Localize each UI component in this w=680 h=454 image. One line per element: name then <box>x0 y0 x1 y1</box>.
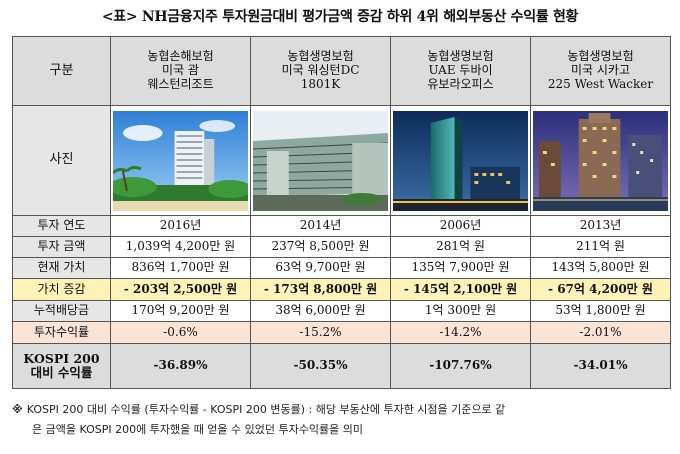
header-property: 225 West Wacker <box>547 76 654 91</box>
header-company: 농협생명보험 <box>287 49 354 64</box>
glass-tower-photo <box>393 110 528 211</box>
header-col-4: 농협생명보험 미국 시카고 225 West Wacker <box>530 36 671 106</box>
row-label: 투자수익률 <box>12 321 111 344</box>
table-cell: -36.89% <box>110 343 251 389</box>
table-cell: 836억 1,700만 원 <box>110 257 251 279</box>
row-label: KOSPI 200 대비 수익률 <box>12 343 111 389</box>
row-label: 가치 증감 <box>12 278 111 301</box>
table-cell: 2014년 <box>250 215 391 237</box>
office-building-photo <box>253 110 388 211</box>
table-row: 현재 가치 836억 1,700만 원 63억 9,700만 원 135억 7,… <box>12 257 671 279</box>
header-col-2: 농협생명보험 미국 워싱턴DC 1801K <box>250 36 391 106</box>
table-cell: - 173억 8,800만 원 <box>250 278 391 301</box>
table-row: 투자 금액 1,039억 4,200만 원 237억 8,500만 원 281억… <box>12 236 671 258</box>
header-location: 미국 시카고 <box>570 63 630 78</box>
table-cell: -2.01% <box>530 321 671 344</box>
table-row-return: 투자수익률 -0.6% -15.2% -14.2% -2.01% <box>12 321 671 344</box>
table-cell: 1억 300만 원 <box>390 300 531 322</box>
row-label: 투자 금액 <box>12 236 111 258</box>
real-estate-return-table: 구분 농협손해보험 미국 괌 웨스턴리조트 농협생명보험 미국 워싱턴DC 18… <box>12 36 671 389</box>
row-label-line: 대비 수익률 <box>30 365 93 380</box>
table-cell: 237억 8,500만 원 <box>250 236 391 258</box>
header-location: UAE 두바이 <box>428 63 493 78</box>
table-cell: 53억 1,800만 원 <box>530 300 671 322</box>
table-cell: 1,039억 4,200만 원 <box>110 236 251 258</box>
header-location: 미국 괌 <box>162 63 199 78</box>
table-row-highlight: 가치 증감 - 203억 2,500만 원 - 173억 8,800만 원 - … <box>12 278 671 301</box>
table-cell: 63억 9,700만 원 <box>250 257 391 279</box>
header-property: 1801K <box>300 76 341 91</box>
photo-cell <box>110 105 251 216</box>
note-mark: ※ <box>12 403 23 416</box>
row-label: 누적배당금 <box>12 300 111 322</box>
table-cell: - 67억 4,200만 원 <box>530 278 671 301</box>
table-row: 누적배당금 170억 9,200만 원 38억 6,000만 원 1억 300만… <box>12 300 671 322</box>
footnote: ※ KOSPI 200 대비 수익률 (투자수익률 - KOSPI 200 변동률… <box>12 400 672 440</box>
table-cell: 38억 6,000만 원 <box>250 300 391 322</box>
table-cell: -50.35% <box>250 343 391 389</box>
table-cell: - 203억 2,500만 원 <box>110 278 251 301</box>
footnote-text: KOSPI 200 대비 수익률 (투자수익률 - KOSPI 200 변동률)… <box>26 403 506 416</box>
row-label: 투자 연도 <box>12 215 111 237</box>
table-cell: -15.2% <box>250 321 391 344</box>
header-company: 농협생명보험 <box>567 49 634 64</box>
table-cell: -0.6% <box>110 321 251 344</box>
row-label-line: KOSPI 200 <box>23 350 100 366</box>
table-cell: 2016년 <box>110 215 251 237</box>
table-row-kospi: KOSPI 200 대비 수익률 -36.89% -50.35% -107.76… <box>12 343 671 389</box>
table-row: 투자 연도 2016년 2014년 2006년 2013년 <box>12 215 671 237</box>
table-cell: -34.01% <box>530 343 671 389</box>
header-label: 구분 <box>12 36 111 106</box>
resort-tower-photo <box>113 110 248 211</box>
photo-cell <box>250 105 391 216</box>
table-cell: -14.2% <box>390 321 531 344</box>
photo-cell <box>390 105 531 216</box>
table-cell: 211억 원 <box>530 236 671 258</box>
header-company: 농협생명보험 <box>427 49 494 64</box>
table-cell: -107.76% <box>390 343 531 389</box>
table-cell: 2006년 <box>390 215 531 237</box>
footnote-line: 은 금액을 KOSPI 200에 투자했을 때 얻을 수 있었던 투자수익률을 … <box>32 423 363 436</box>
header-col-3: 농협생명보험 UAE 두바이 유보라오피스 <box>390 36 531 106</box>
photo-cell <box>530 105 671 216</box>
table-cell: 281억 원 <box>390 236 531 258</box>
header-property: 웨스턴리조트 <box>147 76 214 91</box>
header-location: 미국 워싱턴DC <box>281 63 360 78</box>
table-cell: 170억 9,200만 원 <box>110 300 251 322</box>
header-col-1: 농협손해보험 미국 괌 웨스턴리조트 <box>110 36 251 106</box>
header-company: 농협손해보험 <box>147 49 214 64</box>
table-cell: - 145억 2,100만 원 <box>390 278 531 301</box>
page-title: <표> NH금융지주 투자원금대비 평가금액 증감 하위 4위 해외부동산 수익… <box>101 9 579 25</box>
table-cell: 135억 7,900만 원 <box>390 257 531 279</box>
header-row: 구분 농협손해보험 미국 괌 웨스턴리조트 농협생명보험 미국 워싱턴DC 18… <box>12 36 671 106</box>
photo-row: 사진 <box>12 105 671 216</box>
table-cell: 2013년 <box>530 215 671 237</box>
header-property: 유보라오피스 <box>427 76 494 91</box>
photo-row-label: 사진 <box>12 105 111 216</box>
table-cell: 143억 5,800만 원 <box>530 257 671 279</box>
footnote-line: ※ KOSPI 200 대비 수익률 (투자수익률 - KOSPI 200 변동률… <box>12 400 672 420</box>
skyscraper-photo <box>533 110 668 211</box>
row-label: 현재 가치 <box>12 257 111 279</box>
